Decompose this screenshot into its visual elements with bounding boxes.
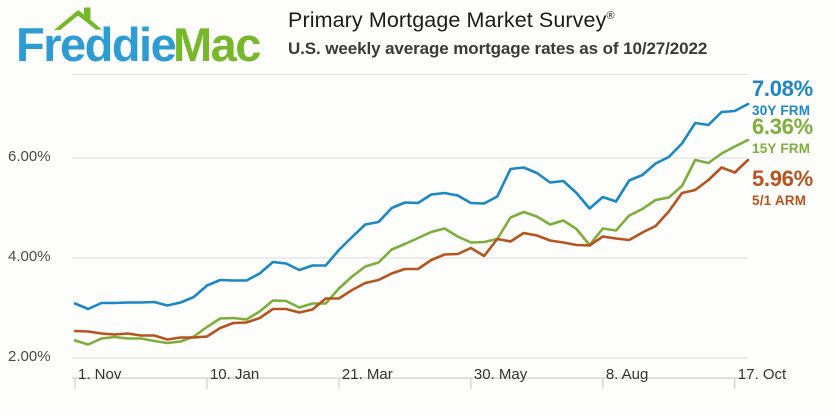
x-axis-tick-label: 21. Mar	[341, 366, 393, 383]
callout-name-30y: 30Y FRM	[752, 103, 811, 118]
page-title-text: Primary Mortgage Market Survey	[288, 8, 607, 32]
series-line-5-1-arm	[73, 158, 750, 341]
chart-x-axis	[72, 377, 748, 389]
title-block: Primary Mortgage Market Survey® U.S. wee…	[288, 8, 828, 59]
callout-value-arm: 5.96%	[752, 166, 813, 191]
svg-text:Mac: Mac	[173, 18, 260, 68]
chart-plot-svg	[72, 102, 750, 389]
y-axis-tick-label: 2.00%	[8, 348, 51, 365]
x-axis-tick-label: 30. May	[473, 366, 528, 383]
series-callout-15y: 6.36% 15Y FRM	[752, 116, 813, 156]
callout-value-30y: 7.08%	[752, 76, 813, 101]
x-axis-tick-label: 1. Nov	[78, 366, 122, 383]
series-line-30y-frm	[73, 102, 750, 311]
house-roof-icon	[54, 7, 102, 30]
page-title: Primary Mortgage Market Survey®	[288, 8, 828, 33]
chart-gridlines	[72, 157, 748, 359]
y-axis-tick-label: 4.00%	[8, 248, 51, 265]
x-axis-tick-label: 17. Oct	[737, 366, 787, 383]
series-callout-arm: 5.96% 5/1 ARM	[752, 168, 813, 208]
callout-name-arm: 5/1 ARM	[752, 193, 807, 208]
y-axis-tick-label: 6.00%	[8, 148, 51, 165]
series-callout-30y: 7.08% 30Y FRM	[752, 78, 813, 118]
page-subtitle: U.S. weekly average mortgage rates as of…	[288, 39, 708, 58]
freddie-mac-logo[interactable]: Freddie Mac	[14, 6, 272, 68]
mortgage-rates-chart: 6.00% 4.00% 2.00% 1. Nov 10. Jan 21. Mar 30. …	[0, 78, 836, 415]
chart-series-lines	[73, 102, 750, 346]
callout-name-15y: 15Y FRM	[752, 141, 811, 156]
x-axis-tick-label: 10. Jan	[209, 366, 260, 383]
page-header: Freddie Mac Primary Mortgage Market Surv…	[0, 0, 836, 78]
x-axis-tick-label: 8. Aug	[605, 366, 649, 383]
series-line-15y-frm	[73, 138, 750, 346]
svg-text:Freddie: Freddie	[16, 18, 176, 68]
header-divider	[72, 74, 748, 75]
registered-mark: ®	[606, 9, 615, 22]
freddie-mac-logo-svg: Freddie Mac	[16, 7, 262, 68]
callout-value-15y: 6.36%	[752, 114, 813, 139]
